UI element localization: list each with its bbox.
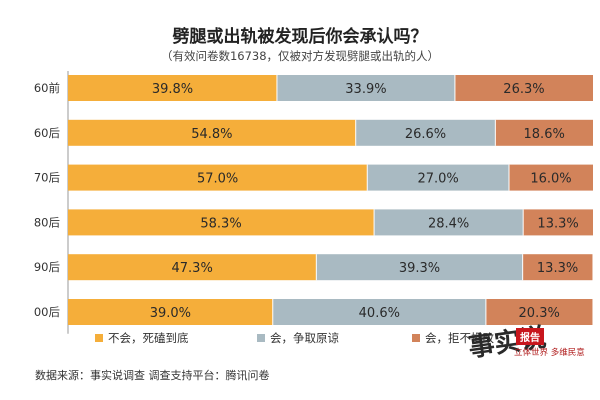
- data-label-series-1: 39.0%: [150, 306, 191, 321]
- legend-swatch-2: [257, 334, 265, 342]
- data-label-series-3: 18.6%: [524, 127, 565, 142]
- data-source-note: 数据来源：事实说调查 调查支持平台：腾讯问卷: [35, 369, 270, 382]
- chart-title: 劈腿或出轨被发现后你会承认吗？: [172, 27, 428, 47]
- bar-segment-series-2: [374, 209, 524, 236]
- data-label-series-2: 39.3%: [399, 261, 440, 276]
- data-label-series-2: 40.6%: [359, 306, 400, 321]
- bar-segment-series-2: [316, 254, 523, 281]
- category-label: 90后: [34, 260, 60, 274]
- category-label: 00后: [34, 305, 60, 319]
- data-label-series-2: 26.6%: [405, 127, 446, 142]
- bar-segment-series-1: [68, 164, 368, 191]
- data-label-series-3: 13.3%: [537, 261, 578, 276]
- data-label-series-3: 20.3%: [519, 306, 560, 321]
- data-label-series-2: 28.4%: [428, 216, 469, 231]
- bar-segment-series-3: [454, 75, 593, 101]
- bar-segment-series-1: [68, 119, 356, 146]
- bar-segment-series-3: [522, 254, 593, 281]
- chart-subtitle: （有效问卷数16738，仅被对方发现劈腿或出轨的人）: [160, 49, 440, 63]
- data-label-series-2: 27.0%: [417, 172, 458, 187]
- category-label: 60前: [34, 81, 60, 95]
- data-label-series-1: 57.0%: [197, 172, 238, 187]
- data-label-series-3: 13.3%: [537, 216, 578, 231]
- bar-segment-series-1: [68, 75, 277, 101]
- legend-label-2: 会，争取原谅: [270, 331, 339, 345]
- legend-label-1: 不会，死磕到底: [108, 331, 189, 345]
- legend-item-2: 会，争取原谅: [257, 330, 339, 346]
- bar-segment-series-3: [509, 164, 593, 191]
- legend-swatch-3: [412, 334, 420, 342]
- data-label-series-3: 16.0%: [530, 172, 571, 187]
- bar-segment-series-1: [68, 209, 375, 236]
- legend-item-3: 会，拒不悔改: [412, 330, 494, 346]
- data-label-series-2: 33.9%: [345, 82, 386, 97]
- bar-segment-series-2: [272, 299, 486, 325]
- bar-segment-series-3: [495, 119, 593, 146]
- bar-segment-series-3: [485, 299, 593, 325]
- data-label-series-1: 58.3%: [200, 216, 241, 231]
- legend-swatch-1: [95, 334, 103, 342]
- legend-item-1: 不会，死磕到底: [95, 330, 189, 346]
- logo-slogan: 立体世界 多维民意: [514, 348, 585, 358]
- bar-segment-series-2: [355, 119, 496, 146]
- bar-segment-series-1: [68, 254, 317, 281]
- data-label-series-1: 47.3%: [172, 261, 213, 276]
- bar-segment-series-1: [68, 299, 273, 325]
- bar-segment-series-2: [276, 75, 455, 101]
- brand-logo: 事实说 报告 立体世界 多维民意: [467, 322, 585, 370]
- logo-tag: 报告: [516, 328, 544, 345]
- category-label: 80后: [34, 215, 60, 229]
- data-label-series-1: 39.8%: [152, 82, 193, 97]
- bar-segment-series-3: [523, 209, 593, 236]
- category-label: 60后: [34, 126, 60, 140]
- data-label-series-1: 54.8%: [191, 127, 232, 142]
- legend-label-3: 会，拒不悔改: [425, 331, 494, 345]
- category-label: 70后: [34, 171, 60, 185]
- bar-segment-series-2: [367, 164, 509, 191]
- data-label-series-3: 26.3%: [503, 82, 544, 97]
